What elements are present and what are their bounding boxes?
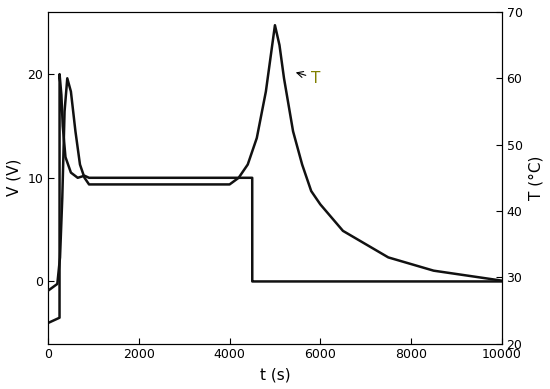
Y-axis label: V (V): V (V): [7, 159, 22, 196]
Text: V: V: [0, 388, 1, 389]
X-axis label: t (s): t (s): [260, 367, 290, 382]
Text: T: T: [297, 71, 321, 86]
Y-axis label: T (°C): T (°C): [528, 156, 543, 200]
